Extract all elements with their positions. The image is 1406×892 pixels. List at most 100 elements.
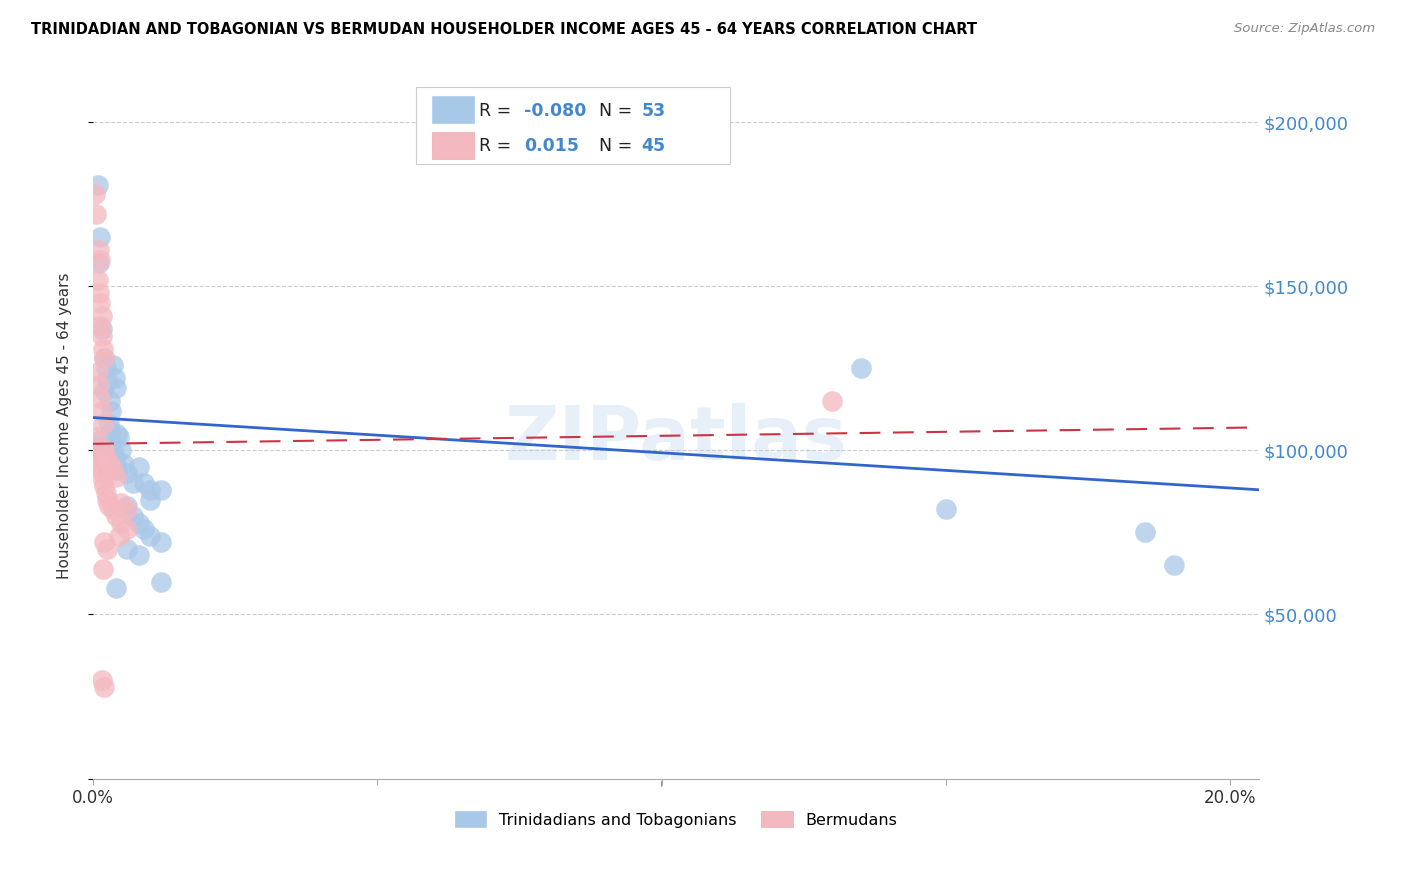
- Text: R =: R =: [479, 137, 512, 155]
- Point: [1133, 525, 1156, 540]
- Text: ZIPatlas: ZIPatlas: [505, 403, 848, 476]
- Point: [93, 443, 115, 458]
- Point: [139, 483, 162, 497]
- Point: [93, 351, 115, 366]
- Point: [97, 463, 120, 477]
- Point: [93, 535, 115, 549]
- Point: [96, 492, 118, 507]
- Point: [1163, 558, 1185, 573]
- Point: [93, 680, 115, 694]
- Point: [93, 351, 115, 366]
- Point: [100, 424, 122, 438]
- Point: [104, 457, 127, 471]
- Text: Source: ZipAtlas.com: Source: ZipAtlas.com: [1234, 22, 1375, 36]
- Text: -0.080: -0.080: [524, 102, 586, 120]
- Point: [115, 499, 138, 513]
- Point: [91, 342, 114, 356]
- Text: R =: R =: [479, 102, 512, 120]
- Point: [115, 522, 138, 536]
- Point: [87, 377, 110, 392]
- Point: [86, 273, 108, 287]
- Point: [139, 529, 162, 543]
- Point: [150, 574, 173, 589]
- Point: [90, 309, 112, 323]
- Point: [935, 502, 957, 516]
- Point: [121, 509, 143, 524]
- Point: [104, 469, 127, 483]
- Point: [107, 529, 129, 543]
- Point: [101, 443, 124, 458]
- Point: [89, 230, 111, 244]
- Point: [93, 453, 115, 467]
- Point: [89, 443, 111, 458]
- Point: [139, 492, 162, 507]
- Point: [87, 256, 110, 270]
- Point: [90, 467, 112, 481]
- Point: [97, 499, 120, 513]
- Text: N =: N =: [599, 137, 633, 155]
- Point: [91, 473, 114, 487]
- Point: [134, 476, 156, 491]
- Point: [128, 549, 150, 563]
- Point: [150, 535, 173, 549]
- Point: [849, 361, 872, 376]
- Point: [86, 365, 108, 379]
- Text: 0.015: 0.015: [524, 137, 579, 155]
- Point: [90, 673, 112, 687]
- Text: 45: 45: [641, 137, 665, 155]
- Point: [107, 430, 129, 444]
- Point: [101, 502, 124, 516]
- Point: [89, 253, 111, 268]
- Point: [91, 450, 114, 464]
- Point: [93, 479, 115, 493]
- Point: [104, 371, 127, 385]
- Text: 53: 53: [641, 102, 665, 120]
- Point: [84, 430, 107, 444]
- Point: [121, 476, 143, 491]
- Point: [134, 522, 156, 536]
- Point: [110, 516, 132, 530]
- Point: [105, 427, 128, 442]
- Point: [96, 459, 118, 474]
- Point: [86, 207, 108, 221]
- Point: [90, 322, 112, 336]
- Point: [93, 384, 115, 399]
- Point: [104, 581, 127, 595]
- Point: [112, 457, 135, 471]
- Point: [94, 450, 117, 464]
- Y-axis label: Householder Income Ages 45 - 64 years: Householder Income Ages 45 - 64 years: [58, 273, 72, 579]
- Point: [96, 541, 118, 556]
- Text: TRINIDADIAN AND TOBAGONIAN VS BERMUDAN HOUSEHOLDER INCOME AGES 45 - 64 YEARS COR: TRINIDADIAN AND TOBAGONIAN VS BERMUDAN H…: [31, 22, 977, 37]
- Point: [90, 447, 112, 461]
- Point: [94, 486, 117, 500]
- Point: [128, 459, 150, 474]
- Point: [115, 467, 138, 481]
- Point: [101, 463, 124, 477]
- Point: [105, 463, 128, 477]
- Point: [90, 404, 112, 418]
- Point: [86, 443, 108, 458]
- Point: [94, 457, 117, 471]
- Point: [104, 509, 127, 524]
- Point: [94, 361, 117, 376]
- Point: [86, 434, 108, 448]
- Point: [104, 381, 127, 395]
- Legend: Trinidadians and Tobagonians, Bermudans: Trinidadians and Tobagonians, Bermudans: [449, 805, 904, 834]
- Point: [104, 450, 127, 464]
- Point: [84, 187, 107, 202]
- Point: [128, 516, 150, 530]
- Point: [821, 394, 844, 409]
- Point: [98, 394, 121, 409]
- Point: [87, 243, 110, 257]
- Point: [91, 561, 114, 575]
- Point: [97, 417, 120, 431]
- Point: [150, 483, 173, 497]
- Point: [86, 178, 108, 192]
- Point: [87, 453, 110, 467]
- Point: [89, 391, 111, 405]
- Point: [110, 443, 132, 458]
- Point: [91, 417, 114, 431]
- Point: [89, 295, 111, 310]
- Text: N =: N =: [599, 102, 633, 120]
- Point: [89, 459, 111, 474]
